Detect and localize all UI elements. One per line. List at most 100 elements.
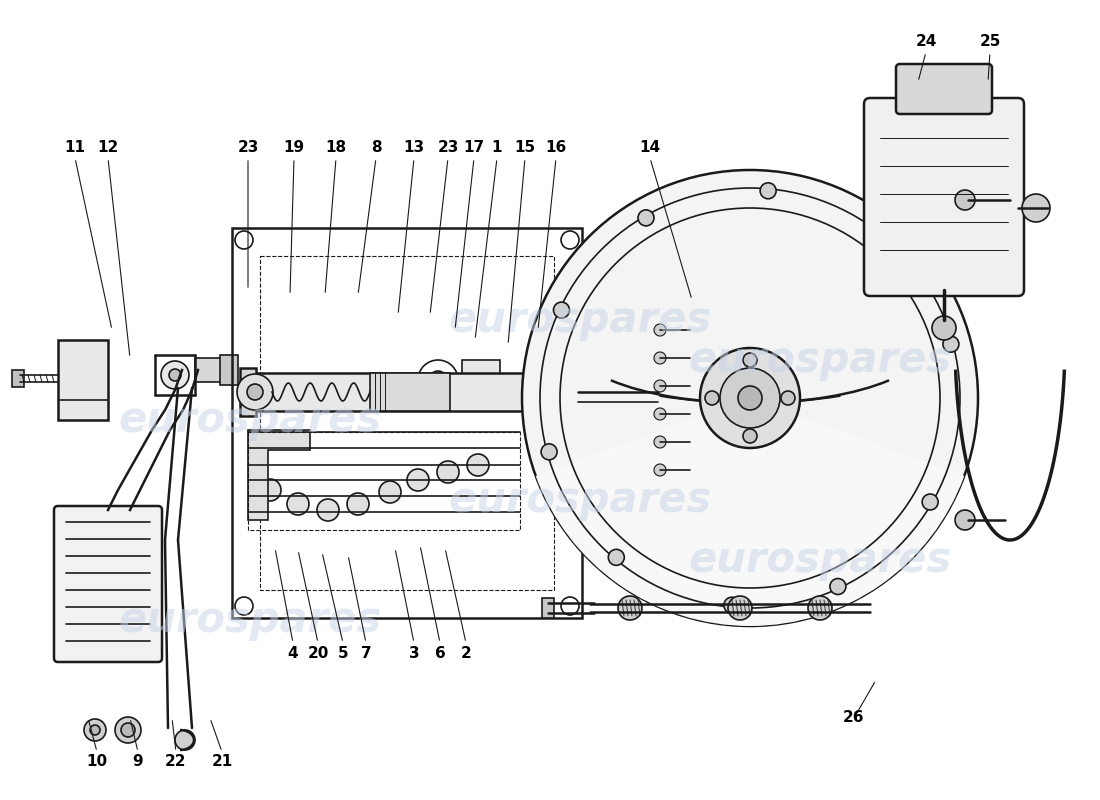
Text: 2: 2 bbox=[461, 646, 472, 661]
Circle shape bbox=[943, 336, 959, 352]
Text: 6: 6 bbox=[434, 646, 446, 661]
Bar bbox=[260, 256, 554, 590]
Circle shape bbox=[407, 469, 429, 491]
Circle shape bbox=[728, 596, 752, 620]
Circle shape bbox=[932, 316, 956, 340]
Circle shape bbox=[724, 598, 740, 614]
Circle shape bbox=[317, 499, 339, 521]
Circle shape bbox=[876, 230, 892, 246]
Circle shape bbox=[236, 374, 273, 410]
Circle shape bbox=[705, 391, 719, 405]
Circle shape bbox=[468, 454, 490, 476]
Text: 21: 21 bbox=[211, 754, 232, 770]
Polygon shape bbox=[248, 430, 310, 520]
Bar bbox=[248, 432, 520, 530]
Circle shape bbox=[553, 302, 570, 318]
Text: eurospares: eurospares bbox=[119, 599, 382, 641]
Text: 25: 25 bbox=[979, 34, 1001, 50]
Circle shape bbox=[618, 596, 642, 620]
Circle shape bbox=[287, 493, 309, 515]
Text: eurospares: eurospares bbox=[119, 399, 382, 441]
Circle shape bbox=[346, 493, 368, 515]
Bar bbox=[572, 360, 582, 424]
Text: 19: 19 bbox=[284, 141, 305, 155]
Text: 26: 26 bbox=[844, 710, 865, 726]
Circle shape bbox=[742, 353, 757, 367]
Bar bbox=[542, 598, 554, 618]
FancyBboxPatch shape bbox=[864, 98, 1024, 296]
Circle shape bbox=[121, 723, 135, 737]
Bar bbox=[240, 368, 256, 416]
Text: 18: 18 bbox=[326, 141, 346, 155]
Circle shape bbox=[654, 408, 666, 420]
Bar bbox=[370, 373, 450, 411]
Text: 15: 15 bbox=[515, 141, 536, 155]
Circle shape bbox=[654, 324, 666, 336]
Circle shape bbox=[742, 429, 757, 443]
Circle shape bbox=[248, 384, 263, 400]
Circle shape bbox=[654, 352, 666, 364]
Bar bbox=[562, 364, 578, 420]
Bar bbox=[195, 358, 223, 382]
Bar bbox=[248, 373, 570, 411]
Bar bbox=[462, 360, 501, 390]
Circle shape bbox=[418, 360, 458, 400]
Text: eurospares: eurospares bbox=[689, 539, 952, 581]
Circle shape bbox=[638, 210, 654, 226]
Circle shape bbox=[522, 170, 978, 626]
Circle shape bbox=[379, 481, 401, 503]
Circle shape bbox=[169, 369, 182, 381]
Circle shape bbox=[955, 510, 975, 530]
Circle shape bbox=[738, 386, 762, 410]
Circle shape bbox=[90, 725, 100, 735]
Circle shape bbox=[654, 436, 666, 448]
Circle shape bbox=[161, 361, 189, 389]
Text: 17: 17 bbox=[463, 141, 485, 155]
FancyBboxPatch shape bbox=[54, 506, 162, 662]
Wedge shape bbox=[536, 398, 965, 626]
Circle shape bbox=[116, 717, 141, 743]
Text: 14: 14 bbox=[639, 141, 661, 155]
Bar bbox=[12, 370, 24, 387]
Text: 9: 9 bbox=[133, 754, 143, 770]
Bar bbox=[58, 340, 108, 420]
Text: 22: 22 bbox=[165, 754, 187, 770]
Text: eurospares: eurospares bbox=[689, 339, 952, 381]
Text: eurospares: eurospares bbox=[449, 479, 712, 521]
Bar bbox=[232, 228, 582, 618]
Circle shape bbox=[235, 231, 253, 249]
Text: 20: 20 bbox=[307, 646, 329, 661]
Circle shape bbox=[922, 494, 938, 510]
Circle shape bbox=[654, 380, 666, 392]
Circle shape bbox=[437, 461, 459, 483]
Circle shape bbox=[760, 182, 777, 198]
Text: 12: 12 bbox=[98, 141, 119, 155]
Circle shape bbox=[829, 578, 846, 594]
Text: 3: 3 bbox=[409, 646, 419, 661]
Circle shape bbox=[808, 596, 832, 620]
Circle shape bbox=[1022, 194, 1050, 222]
Text: 13: 13 bbox=[404, 141, 425, 155]
Text: 10: 10 bbox=[87, 754, 108, 770]
Text: 24: 24 bbox=[915, 34, 937, 50]
Text: 5: 5 bbox=[338, 646, 349, 661]
Circle shape bbox=[561, 597, 579, 615]
Circle shape bbox=[175, 730, 195, 750]
Text: 1: 1 bbox=[492, 141, 503, 155]
Text: 23: 23 bbox=[438, 141, 459, 155]
Circle shape bbox=[561, 231, 579, 249]
Circle shape bbox=[781, 391, 795, 405]
Text: 7: 7 bbox=[361, 646, 372, 661]
Text: 16: 16 bbox=[546, 141, 566, 155]
Circle shape bbox=[700, 348, 800, 448]
Circle shape bbox=[541, 444, 557, 460]
Circle shape bbox=[258, 479, 280, 501]
Circle shape bbox=[654, 464, 666, 476]
Circle shape bbox=[955, 190, 975, 210]
Circle shape bbox=[84, 719, 106, 741]
Circle shape bbox=[608, 550, 625, 566]
Circle shape bbox=[720, 368, 780, 428]
Text: 8: 8 bbox=[371, 141, 382, 155]
Circle shape bbox=[429, 371, 447, 389]
Bar bbox=[220, 355, 238, 385]
